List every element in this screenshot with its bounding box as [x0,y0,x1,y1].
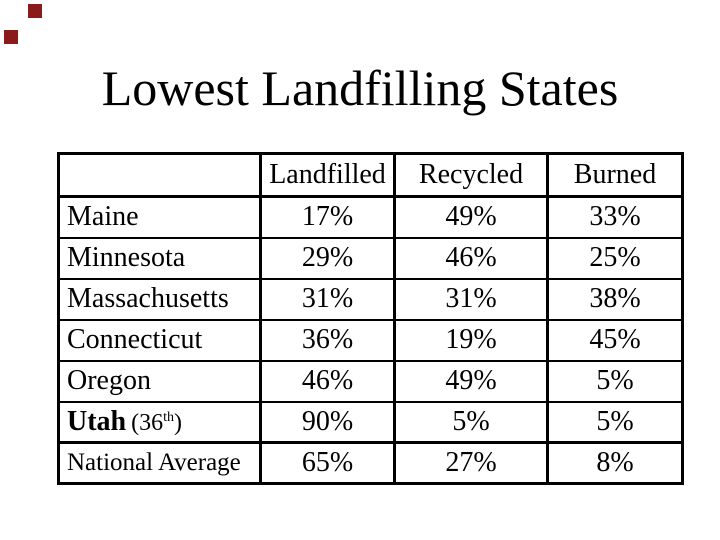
header-cell-empty [57,152,262,198]
recycled-value-cell: 49% [393,195,549,239]
table-row-utah: Utah (36th) 90% 5% 5% [57,400,684,444]
burned-value-cell: 5% [546,359,684,403]
landfilled-value-cell: 31% [259,277,396,321]
state-cell: Utah (36th) [57,400,262,444]
burned-value-cell: 8% [546,441,684,485]
burned-value-cell: 38% [546,277,684,321]
state-rank-note: (36th) [131,410,182,436]
header-cell-landfilled: Landfilled [259,152,396,198]
landfilled-value-cell: 90% [259,400,396,444]
recycled-value-cell: 19% [393,318,549,362]
corner-decoration-square-bottom [4,30,18,44]
table-row-minnesota: Minnesota 29% 46% 25% [57,236,684,280]
header-cell-recycled: Recycled [393,152,549,198]
recycled-value-cell: 46% [393,236,549,280]
table-row-oregon: Oregon 46% 49% 5% [57,359,684,403]
corner-decoration-square-top [28,4,42,18]
rank-note-close: ) [174,409,183,436]
table-header-row: Landfilled Recycled Burned [57,152,684,198]
rank-note-superscript: th [163,409,175,425]
burned-value-cell: 33% [546,195,684,239]
state-cell: Connecticut [57,318,262,362]
state-cell: Massachusetts [57,277,262,321]
slide-title: Lowest Landfilling States [101,60,619,116]
recycled-value-cell: 5% [393,400,549,444]
header-cell-burned: Burned [546,152,684,198]
landfilled-value-cell: 17% [259,195,396,239]
burned-value-cell: 5% [546,400,684,444]
landfilled-value-cell: 65% [259,441,396,485]
burned-value-cell: 45% [546,318,684,362]
burned-value-cell: 25% [546,236,684,280]
state-cell: National Average [57,441,262,485]
state-cell: Maine [57,195,262,239]
recycled-value-cell: 27% [393,441,549,485]
state-cell: Minnesota [57,236,262,280]
landfill-data-table: Landfilled Recycled Burned Maine 17% 49%… [57,152,684,485]
table-row-massachusetts: Massachusetts 31% 31% 38% [57,277,684,321]
table-row-national-average: National Average 65% 27% 8% [57,441,684,485]
state-cell: Oregon [57,359,262,403]
table-row-maine: Maine 17% 49% 33% [57,195,684,239]
state-name-bold: Utah [67,405,127,437]
table-row-connecticut: Connecticut 36% 19% 45% [57,318,684,362]
recycled-value-cell: 49% [393,359,549,403]
landfilled-value-cell: 46% [259,359,396,403]
landfilled-value-cell: 36% [259,318,396,362]
rank-note-open: (36 [131,409,164,436]
recycled-value-cell: 31% [393,277,549,321]
landfilled-value-cell: 29% [259,236,396,280]
